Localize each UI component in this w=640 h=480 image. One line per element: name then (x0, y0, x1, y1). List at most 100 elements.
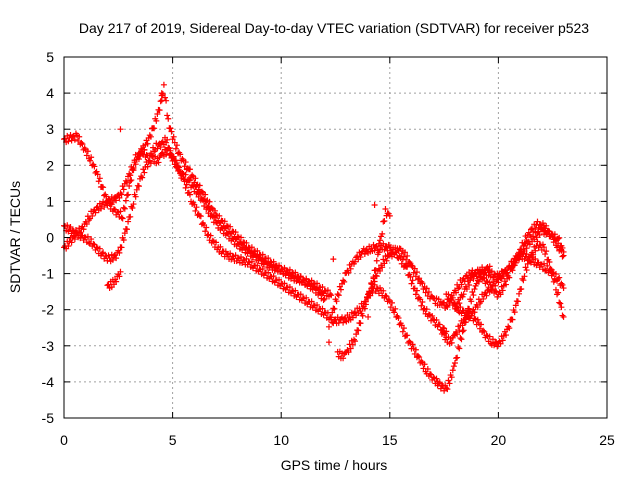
data-point (483, 292, 490, 299)
data-point (559, 244, 566, 251)
data-point (93, 168, 100, 175)
data-point (413, 287, 420, 294)
data-point (380, 287, 387, 294)
data-point (532, 247, 539, 254)
data-point (444, 386, 451, 393)
data-point (157, 98, 164, 105)
data-point (85, 239, 92, 246)
data-point (183, 181, 190, 188)
data-point (297, 291, 304, 298)
data-point (470, 275, 477, 282)
data-point (186, 166, 193, 173)
data-point (368, 245, 375, 252)
data-point (181, 178, 188, 185)
data-point (474, 316, 481, 323)
data-point (146, 157, 153, 164)
y-tick-label: -5 (42, 410, 55, 426)
data-point (130, 201, 137, 208)
data-point (478, 321, 485, 328)
data-point (458, 281, 465, 288)
data-point (345, 269, 352, 276)
data-point (334, 291, 341, 298)
data-point (95, 178, 102, 185)
data-point (281, 280, 288, 287)
data-point (449, 294, 456, 301)
data-point (340, 277, 347, 284)
data-point (507, 265, 514, 272)
data-point (94, 203, 101, 210)
data-point (536, 231, 543, 238)
data-point (421, 361, 428, 368)
data-point (483, 332, 490, 339)
x-axis-label: GPS time / hours (281, 457, 388, 473)
data-point (227, 223, 234, 230)
data-point (154, 145, 161, 152)
data-point (205, 202, 212, 209)
data-point (160, 81, 167, 88)
data-point (534, 218, 541, 225)
data-point (534, 238, 541, 245)
data-point (449, 367, 456, 374)
data-point (555, 235, 562, 242)
data-point (463, 286, 470, 293)
chart-title: Day 217 of 2019, Sidereal Day-to-day VTE… (79, 20, 589, 36)
data-point (239, 260, 246, 267)
data-point (117, 190, 124, 197)
data-point (530, 233, 537, 240)
data-point (554, 244, 561, 251)
data-point (292, 269, 299, 276)
data-point (511, 309, 518, 316)
data-point (100, 184, 107, 191)
x-tick-label: 5 (169, 432, 177, 448)
data-point (387, 250, 394, 257)
series-track-i (443, 238, 566, 350)
data-point (541, 260, 548, 267)
data-point (165, 115, 172, 122)
data-point (170, 133, 177, 140)
data-point (159, 149, 166, 156)
data-point (503, 281, 510, 288)
data-point (91, 163, 98, 170)
data-point (208, 204, 215, 211)
data-point (451, 359, 458, 366)
outlier-point (158, 97, 165, 104)
outlier-point (438, 382, 445, 389)
data-point (286, 283, 293, 290)
data-point (78, 139, 85, 146)
data-point (198, 188, 205, 195)
data-point (179, 171, 186, 178)
data-point (495, 279, 502, 286)
data-point (349, 314, 356, 321)
data-point (182, 159, 189, 166)
data-point (265, 269, 272, 276)
data-point (551, 231, 558, 238)
data-point (488, 268, 495, 275)
data-point (408, 280, 415, 287)
data-point (381, 218, 388, 225)
data-point (159, 138, 166, 145)
data-point (489, 336, 496, 343)
data-point (135, 156, 142, 163)
data-point (560, 248, 567, 255)
data-point (173, 142, 180, 149)
data-point (328, 292, 335, 299)
data-point (164, 112, 171, 119)
data-point (529, 225, 536, 232)
data-point (234, 233, 241, 240)
data-point (497, 340, 504, 347)
data-point (88, 154, 95, 161)
data-point (168, 128, 175, 135)
data-point (314, 285, 321, 292)
outlier-point (365, 313, 372, 320)
data-point (469, 310, 476, 317)
data-point (425, 311, 432, 318)
data-point (106, 255, 113, 262)
x-tick-labels: 0 5 10 15 20 25 (60, 432, 615, 448)
data-point (392, 305, 399, 312)
data-point (303, 294, 310, 301)
data-point (352, 309, 359, 316)
data-point (248, 244, 255, 251)
data-point (202, 191, 209, 198)
data-point (558, 280, 565, 287)
data-point (460, 291, 467, 298)
